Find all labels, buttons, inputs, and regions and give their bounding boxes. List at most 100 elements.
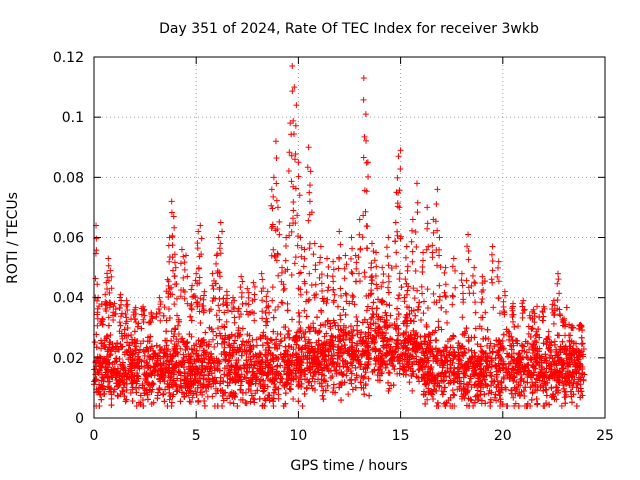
data-point — [531, 337, 538, 344]
data-point — [482, 400, 489, 407]
data-point — [510, 394, 517, 401]
data-point — [274, 362, 281, 369]
data-point — [258, 371, 265, 378]
data-point — [131, 328, 138, 335]
data-point — [563, 391, 570, 398]
data-point — [177, 345, 184, 352]
data-point — [554, 332, 561, 339]
data-point — [578, 341, 585, 348]
data-point — [282, 323, 289, 330]
data-point — [93, 344, 100, 351]
data-point — [338, 397, 345, 404]
data-point — [365, 375, 372, 382]
data-point — [209, 336, 216, 343]
data-point — [461, 386, 468, 393]
data-point — [275, 385, 282, 392]
data-point — [177, 398, 184, 405]
data-point — [303, 289, 310, 296]
data-point — [141, 390, 148, 397]
data-point — [289, 316, 296, 323]
data-point — [534, 331, 541, 338]
data-point — [393, 315, 400, 322]
data-point — [112, 348, 119, 355]
data-point — [141, 364, 148, 371]
data-point — [161, 398, 168, 405]
data-point — [418, 317, 425, 324]
data-point — [489, 348, 496, 355]
data-point — [374, 296, 381, 303]
data-point — [299, 402, 306, 409]
data-point — [338, 292, 345, 299]
data-point — [495, 341, 502, 348]
data-point — [144, 396, 151, 403]
data-point — [140, 385, 147, 392]
data-point — [270, 398, 277, 405]
data-point — [197, 320, 204, 327]
data-point — [252, 358, 259, 365]
data-point — [362, 380, 369, 387]
data-point — [534, 400, 541, 407]
data-point — [515, 323, 522, 330]
data-point — [172, 326, 179, 333]
data-point — [204, 393, 211, 400]
data-point — [308, 282, 315, 289]
data-point — [129, 397, 136, 404]
data-point — [579, 340, 586, 347]
data-point — [562, 389, 569, 396]
data-point — [523, 354, 530, 361]
data-point — [227, 390, 234, 397]
data-point — [135, 320, 142, 327]
data-point — [282, 390, 289, 397]
data-point — [405, 347, 412, 354]
data-point — [319, 392, 326, 399]
data-point — [476, 323, 483, 330]
data-point — [174, 322, 181, 329]
data-point — [295, 398, 302, 405]
data-point — [364, 303, 371, 310]
data-point — [346, 377, 353, 384]
data-point — [266, 344, 273, 351]
data-point — [441, 384, 448, 391]
data-point — [277, 379, 284, 386]
data-point — [484, 326, 491, 333]
data-point — [337, 380, 344, 387]
data-point — [485, 390, 492, 397]
data-point — [545, 328, 552, 335]
data-point — [295, 309, 302, 316]
data-point — [98, 396, 105, 403]
data-point — [221, 344, 228, 351]
data-point — [379, 314, 386, 321]
data-point — [221, 309, 228, 316]
data-point — [558, 402, 565, 409]
data-point — [296, 328, 303, 335]
data-point — [394, 305, 401, 312]
data-point — [117, 322, 124, 329]
data-point — [161, 304, 168, 311]
data-point — [337, 312, 344, 319]
data-point — [186, 398, 193, 405]
data-point — [546, 401, 553, 408]
data-point — [340, 322, 347, 329]
data-point — [190, 349, 197, 356]
data-point — [179, 335, 186, 342]
data-point — [456, 383, 463, 390]
data-point — [244, 369, 251, 376]
data-point — [235, 327, 242, 334]
data-point — [463, 325, 470, 332]
data-point — [488, 373, 495, 380]
data-point — [536, 314, 543, 321]
data-point — [415, 303, 422, 310]
data-point — [386, 302, 393, 309]
data-point — [251, 399, 258, 406]
data-point — [277, 338, 284, 345]
data-point — [220, 378, 227, 385]
data-point — [148, 401, 155, 408]
data-point — [562, 400, 569, 407]
data-point — [450, 332, 457, 339]
data-point — [164, 402, 171, 409]
data-point — [337, 326, 344, 333]
data-point — [270, 314, 277, 321]
data-point — [311, 378, 318, 385]
data-point — [412, 312, 419, 319]
